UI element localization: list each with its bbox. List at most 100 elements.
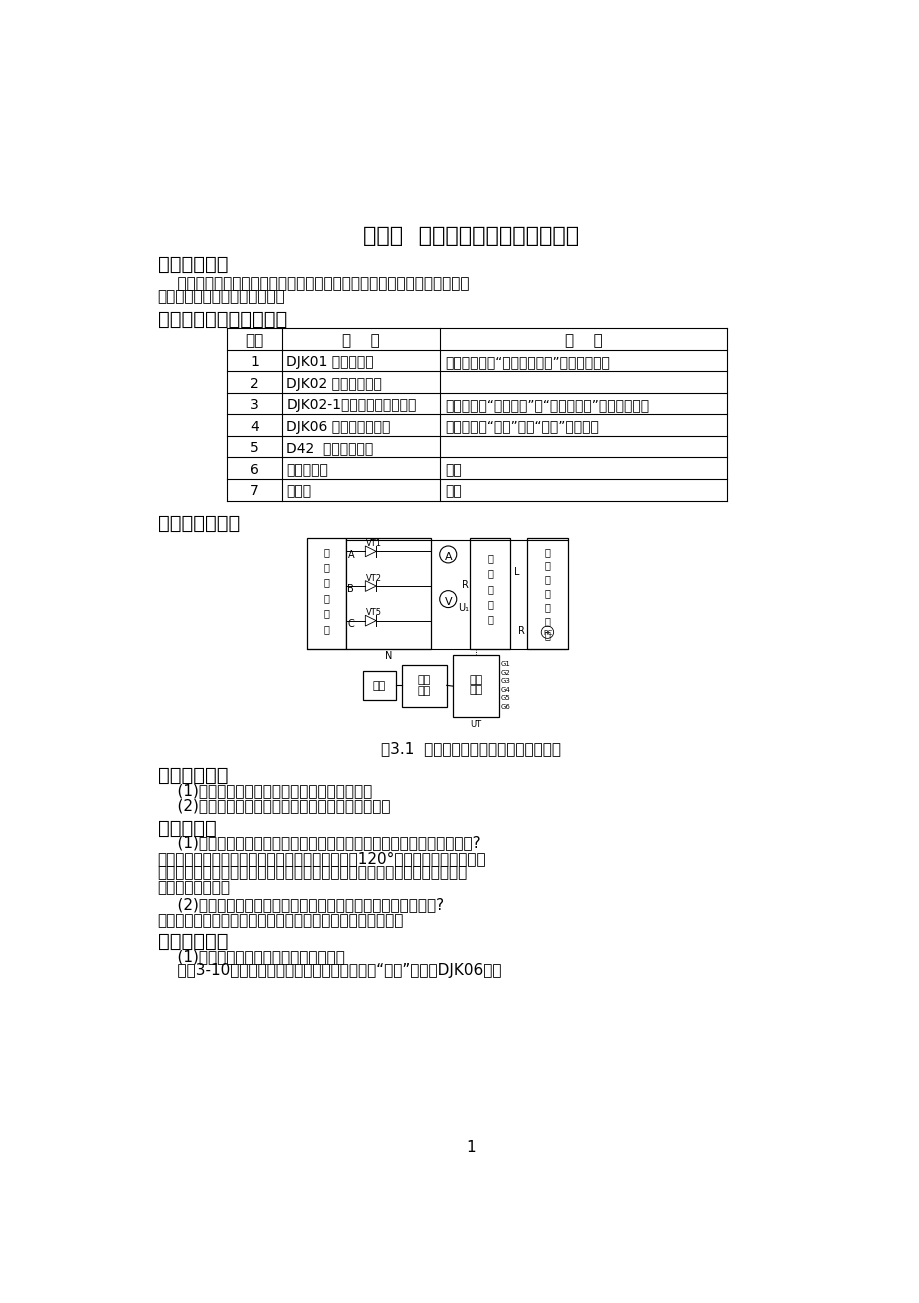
Text: 自备: 自备 — [445, 463, 461, 477]
Text: 电: 电 — [323, 577, 329, 588]
Text: G5: G5 — [501, 696, 510, 701]
Text: 自备: 自备 — [445, 485, 461, 498]
Text: 负: 负 — [544, 616, 550, 625]
Circle shape — [439, 590, 456, 607]
Text: 性: 性 — [544, 602, 550, 612]
Circle shape — [540, 625, 553, 638]
Text: 三、实验线路图: 三、实验线路图 — [157, 515, 240, 533]
Text: A: A — [347, 550, 354, 560]
Text: 出: 出 — [323, 624, 329, 633]
Text: 触发: 触发 — [417, 675, 430, 685]
Text: 负: 负 — [487, 599, 493, 609]
Text: 1: 1 — [466, 1140, 476, 1156]
Text: DJK02 晶闸管主电路: DJK02 晶闸管主电路 — [286, 377, 381, 391]
Text: N: N — [384, 652, 391, 662]
Text: D42  三相可调电阵: D42 三相可调电阵 — [286, 442, 373, 455]
Bar — [527, 538, 567, 649]
Text: R: R — [461, 580, 469, 590]
Text: (1)如何确定三相触发脉冲的相序，主电路输出的三相相序能任意改变吗?: (1)如何确定三相触发脉冲的相序，主电路输出的三相相序能任意改变吗? — [157, 835, 480, 851]
Bar — [470, 538, 510, 649]
Text: 载: 载 — [544, 629, 550, 640]
Text: 了解三相半波可控整流电路的工作原理，研究可控整流电路在电阵负载和: 了解三相半波可控整流电路的工作原理，研究可控整流电路在电阵负载和 — [157, 276, 469, 291]
Polygon shape — [365, 581, 376, 592]
Text: 一、实验目的: 一、实验目的 — [157, 255, 228, 274]
Circle shape — [439, 546, 456, 563]
Text: 载: 载 — [487, 615, 493, 624]
Text: 五、思考题: 五、思考题 — [157, 818, 216, 838]
Text: 电阵电感性负载时的工作情况。: 电阵电感性负载时的工作情况。 — [157, 289, 285, 305]
Text: 源: 源 — [323, 593, 329, 603]
Bar — [363, 671, 395, 700]
Text: 六、实验结果: 六、实验结果 — [157, 932, 228, 951]
Text: 2: 2 — [250, 377, 258, 391]
Text: (2)根据所用晶闸管的定额，如何确定整流电路的最大输出电流?: (2)根据所用晶闸管的定额，如何确定整流电路的最大输出电流? — [157, 896, 443, 912]
Text: 该挂件包含“触发电路”，“正反桥功放”等几个模块。: 该挂件包含“触发电路”，“正反桥功放”等几个模块。 — [445, 399, 649, 412]
Text: 按图3-10接线，将电阵放在最大阵值处，按下“启动”按钟，DJK06上的: 按图3-10接线，将电阵放在最大阵值处，按下“启动”按钟，DJK06上的 — [157, 963, 501, 979]
Text: 答：晶闸管的额定工作电流可作为整流电路的最大输出电流。: 答：晶闸管的额定工作电流可作为整流电路的最大输出电流。 — [157, 913, 403, 928]
Text: 感: 感 — [544, 589, 550, 598]
Text: VT1: VT1 — [366, 539, 381, 549]
Bar — [402, 665, 447, 708]
Text: （钟点数）有关。: （钟点数）有关。 — [157, 880, 231, 895]
Text: UT: UT — [471, 721, 482, 728]
Text: B: B — [347, 585, 354, 594]
Bar — [307, 538, 346, 649]
Text: G6: G6 — [501, 704, 510, 710]
Text: V: V — [444, 597, 451, 607]
Text: G2: G2 — [501, 670, 510, 676]
Text: 答：三相触发脉冲应该与电源电压同相，每相相差120°；主电路输出的三相相: 答：三相触发脉冲应该与电源电压同相，每相相差120°；主电路输出的三相相 — [157, 851, 486, 866]
Text: 四、实验内容: 四、实验内容 — [157, 766, 228, 786]
Text: 阻: 阻 — [487, 568, 493, 579]
Text: L: L — [514, 567, 519, 577]
Text: DJK01 电源控制屏: DJK01 电源控制屏 — [286, 354, 373, 369]
Text: VT2: VT2 — [366, 573, 381, 582]
Text: 二、实验所需挂件及附件: 二、实验所需挂件及附件 — [157, 310, 287, 330]
Text: (2)研究三相半波可控整流电路带电阵电感性负载。: (2)研究三相半波可控整流电路带电阵电感性负载。 — [157, 797, 390, 813]
Text: 该控制屏包含“三相电源输出”等几个模块。: 该控制屏包含“三相电源输出”等几个模块。 — [445, 354, 609, 369]
Text: G1: G1 — [501, 662, 510, 667]
Text: 电: 电 — [544, 547, 550, 556]
Polygon shape — [365, 546, 376, 556]
Polygon shape — [365, 615, 376, 625]
Text: G3: G3 — [501, 679, 510, 684]
Bar — [452, 655, 499, 717]
Text: 序号: 序号 — [245, 334, 264, 348]
Text: 序不能任意改变。三相触发脉冲的相序和触发脉冲的电路及主电源变压器时钟: 序不能任意改变。三相触发脉冲的相序和触发脉冲的电路及主电源变压器时钟 — [157, 865, 468, 881]
Text: U₁: U₁ — [458, 603, 469, 612]
Text: 阻: 阻 — [544, 560, 550, 571]
Bar — [346, 538, 431, 649]
Text: 5: 5 — [250, 442, 258, 455]
Text: G4: G4 — [501, 687, 510, 693]
Text: 7: 7 — [250, 485, 258, 498]
Text: 实验一  三相半波可控整流电路实验: 实验一 三相半波可控整流电路实验 — [363, 225, 579, 246]
Text: 三: 三 — [323, 547, 329, 556]
Text: A: A — [444, 552, 451, 562]
Text: 双踪示波器: 双踪示波器 — [286, 463, 328, 477]
Text: VT5: VT5 — [366, 609, 381, 618]
Text: 万用表: 万用表 — [286, 485, 311, 498]
Text: (1)研究三相半波可控整流电路带电阵性负载。: (1)研究三相半波可控整流电路带电阵性负载。 — [157, 783, 371, 799]
Text: 正桥: 正桥 — [469, 675, 482, 684]
Text: 3: 3 — [250, 399, 258, 412]
Text: 6: 6 — [250, 463, 258, 477]
Text: 型    号: 型 号 — [342, 334, 380, 348]
Text: RC: RC — [542, 629, 551, 636]
Text: (1)三相半波可控整流电路带电阵性负载: (1)三相半波可控整流电路带电阵性负载 — [157, 949, 344, 964]
Text: C: C — [347, 619, 354, 629]
Text: 给定: 给定 — [372, 680, 385, 691]
Text: DJK02-1三相晶闸管触发电路: DJK02-1三相晶闸管触发电路 — [286, 399, 416, 412]
Text: 备    注: 备 注 — [564, 334, 602, 348]
Text: 功放: 功放 — [469, 685, 482, 696]
Text: 图3.1  三相半波可控整流电路实验原理图: 图3.1 三相半波可控整流电路实验原理图 — [381, 741, 561, 757]
Text: R: R — [517, 625, 525, 636]
Text: 相: 相 — [323, 562, 329, 572]
Text: 性: 性 — [487, 584, 493, 594]
Text: 4: 4 — [250, 420, 258, 434]
Text: 该挂件包含“给定”以及“开关”等模块。: 该挂件包含“给定”以及“开关”等模块。 — [445, 420, 598, 434]
Text: 1: 1 — [250, 354, 258, 369]
Text: DJK06 给定及实验器件: DJK06 给定及实验器件 — [286, 420, 391, 434]
Text: 电路: 电路 — [417, 687, 430, 696]
Text: 输: 输 — [323, 609, 329, 619]
Text: 电: 电 — [487, 552, 493, 563]
Text: 电: 电 — [544, 575, 550, 585]
